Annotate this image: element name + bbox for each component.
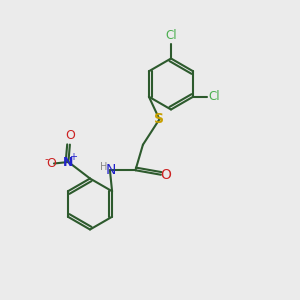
Text: Cl: Cl [165,29,177,42]
Text: O: O [160,168,171,182]
Text: S: S [154,112,164,126]
Text: N: N [63,155,74,169]
Text: +: + [69,152,77,163]
Text: H: H [100,162,107,172]
Text: -: - [44,154,49,164]
Text: N: N [105,163,116,177]
Text: Cl: Cl [208,90,220,103]
Text: O: O [46,157,56,170]
Text: O: O [65,129,75,142]
